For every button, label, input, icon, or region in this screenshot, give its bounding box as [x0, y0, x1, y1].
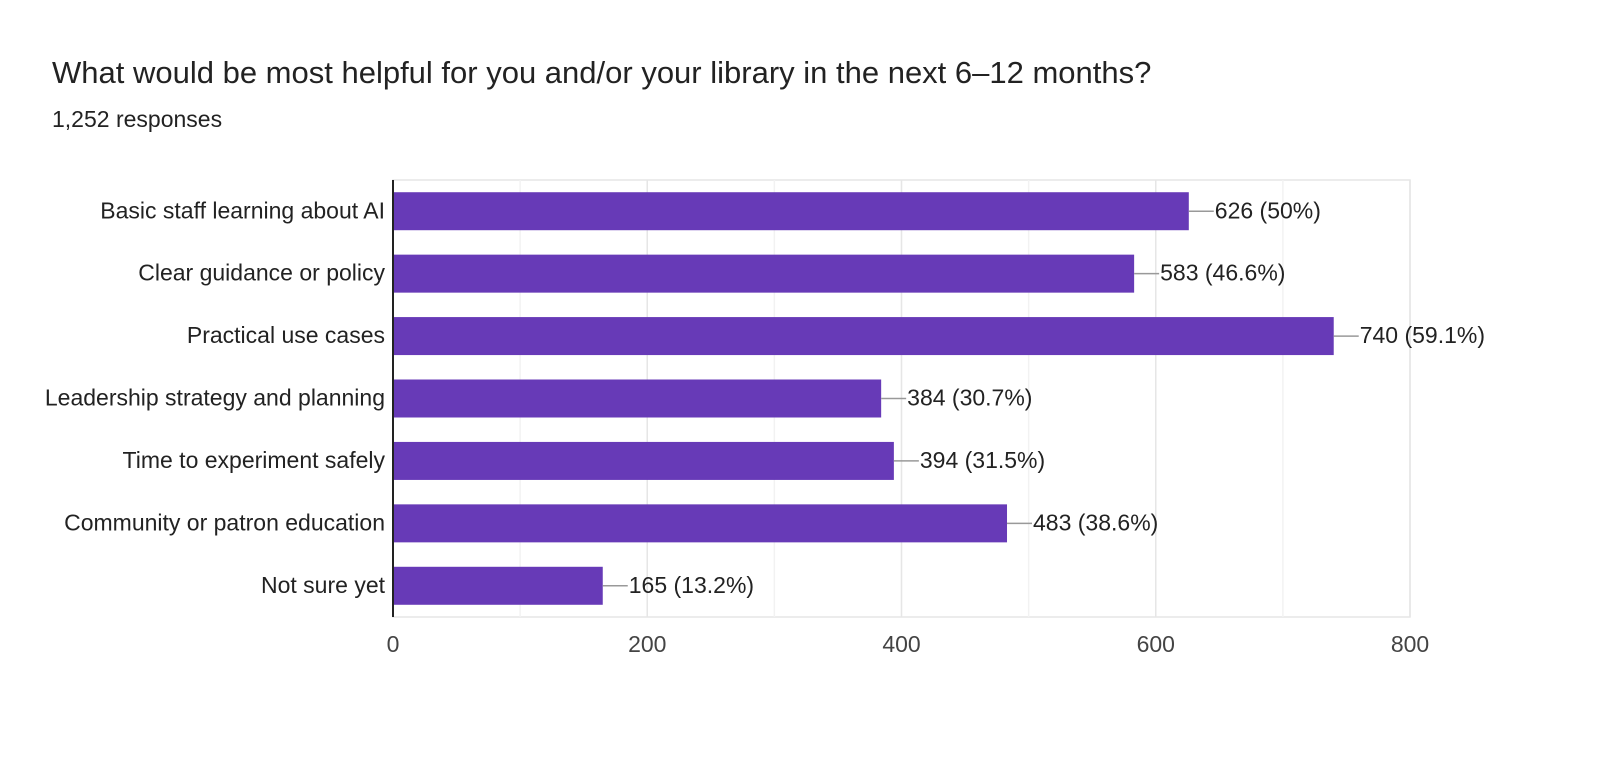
chart-subtitle: 1,252 responses	[52, 106, 222, 132]
x-tick-label: 800	[1391, 631, 1429, 657]
x-tick-label: 400	[882, 631, 920, 657]
chart-title: What would be most helpful for you and/o…	[52, 55, 1151, 90]
bar	[393, 317, 1334, 356]
y-tick-label: Community or patron education	[64, 509, 385, 535]
bar	[393, 504, 1008, 543]
x-tick-label: 200	[628, 631, 666, 657]
y-tick-label: Clear guidance or policy	[138, 260, 385, 286]
value-label: 384 (30.7%)	[907, 385, 1032, 411]
y-tick-label: Not sure yet	[261, 572, 386, 598]
bar	[393, 192, 1189, 231]
value-label: 583 (46.6%)	[1160, 260, 1285, 286]
value-label: 394 (31.5%)	[920, 447, 1045, 473]
y-tick-label: Leadership strategy and planning	[45, 385, 385, 411]
bar	[393, 254, 1135, 293]
bar	[393, 566, 603, 605]
bar	[393, 441, 894, 480]
y-tick-label: Time to experiment safely	[123, 447, 386, 473]
x-tick-label: 0	[387, 631, 400, 657]
value-label: 483 (38.6%)	[1033, 509, 1158, 535]
value-label: 626 (50%)	[1215, 197, 1321, 223]
value-label: 740 (59.1%)	[1360, 322, 1485, 348]
value-label: 165 (13.2%)	[629, 572, 754, 598]
y-tick-label: Basic staff learning about AI	[100, 197, 385, 223]
x-tick-label: 600	[1137, 631, 1175, 657]
y-tick-label: Practical use cases	[187, 322, 385, 348]
bar	[393, 379, 882, 418]
